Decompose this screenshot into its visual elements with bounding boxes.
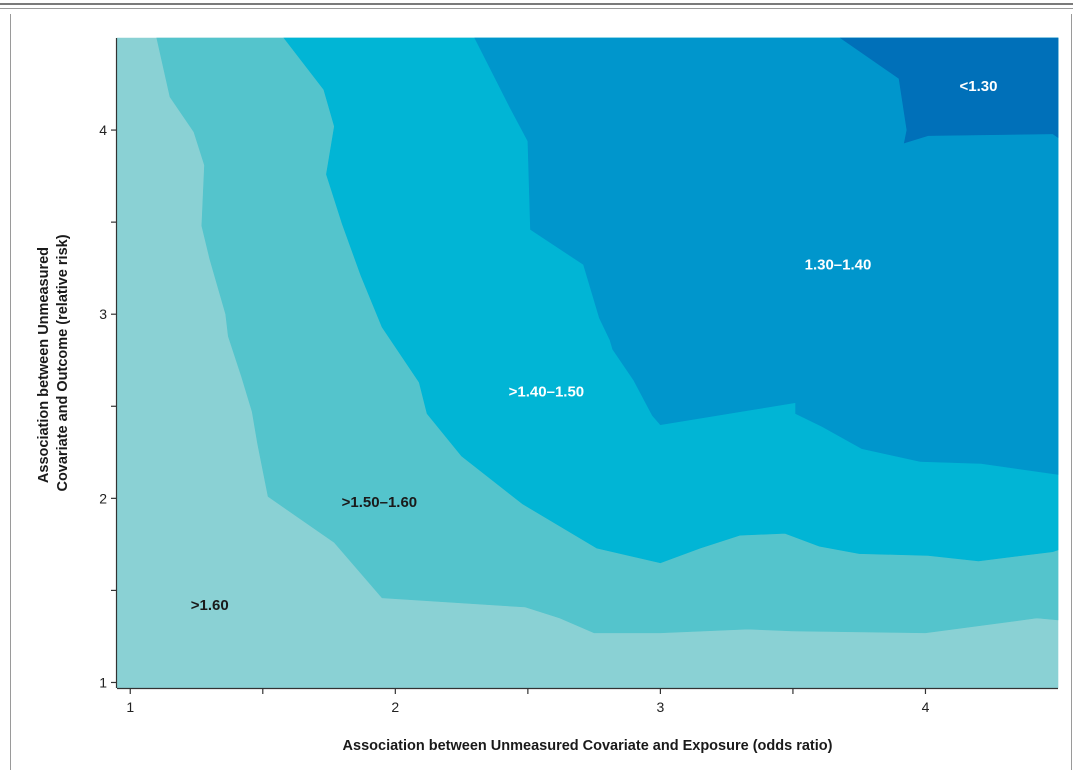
region-label-3: >1.40–1.50 — [509, 384, 585, 401]
region-labels: >1.60 >1.50–1.60 >1.40–1.50 1.30–1.40 <1.30 — [191, 78, 998, 614]
band-5 — [839, 37, 1059, 144]
contour-bands — [116, 37, 1059, 689]
region-label-5: <1.30 — [959, 78, 997, 95]
y-tick-label: 4 — [99, 122, 107, 138]
region-label-2: >1.50–1.60 — [342, 494, 418, 511]
y-axis-title-line-1: Association between Unmeasured — [36, 247, 52, 483]
y-tick-label: 2 — [99, 490, 107, 506]
ticks: 1 2 3 4 1 2 3 4 — [99, 122, 929, 715]
region-label-1: >1.60 — [191, 597, 229, 614]
figure-frame — [10, 14, 1072, 770]
x-axis-title: Association between Unmeasured Covariate… — [343, 738, 833, 754]
region-label-4: 1.30–1.40 — [805, 256, 872, 273]
x-tick-label: 1 — [126, 699, 134, 715]
x-tick-label: 2 — [391, 699, 399, 715]
top-rule — [0, 3, 1073, 5]
y-tick-label: 1 — [99, 674, 107, 690]
band-4 — [474, 37, 1059, 475]
y-tick-label: 3 — [99, 306, 107, 322]
axes — [115, 38, 1058, 690]
y-axis-title-line-2: Covariate and Outcome (relative risk) — [55, 234, 71, 491]
x-tick-label: 4 — [922, 699, 930, 715]
x-tick-label: 3 — [656, 699, 664, 715]
top-rule-thin — [0, 8, 1073, 9]
y-axis-title: Association between Unmeasured Covariate… — [36, 234, 71, 491]
